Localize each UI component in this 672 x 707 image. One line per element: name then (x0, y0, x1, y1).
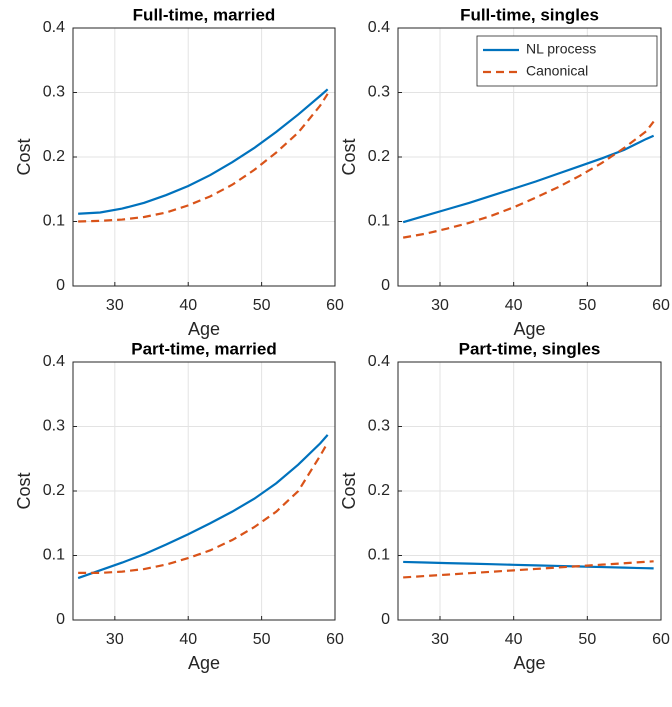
chart-title: Full-time, singles (460, 5, 599, 24)
series-line (403, 560, 654, 579)
x-tick-label: 60 (652, 631, 670, 648)
x-tick-label: 60 (326, 631, 344, 648)
y-tick-label: 0 (56, 277, 65, 294)
x-tick-label: 30 (431, 297, 449, 314)
y-tick-label: 0.3 (368, 84, 390, 101)
y-tick-label: 0.3 (368, 418, 390, 435)
chart-title: Part-time, married (131, 339, 277, 358)
x-tick-label: 50 (253, 297, 271, 314)
x-tick-label: 50 (253, 631, 271, 648)
series-line (78, 88, 329, 215)
y-tick-label: 0.2 (43, 148, 65, 165)
axes-frame (72, 27, 336, 287)
legend-box (476, 35, 658, 87)
series-line (402, 134, 655, 224)
x-tick-label: 30 (431, 631, 449, 648)
x-tick-label: 50 (578, 631, 596, 648)
y-axis-label: Cost (14, 138, 34, 175)
x-tick-label: 40 (505, 631, 523, 648)
y-tick-label: 0.3 (43, 84, 65, 101)
series-line (78, 93, 329, 223)
y-tick-label: 0.3 (43, 418, 65, 435)
axes-frame (72, 361, 336, 621)
legend-label: NL process (526, 41, 596, 57)
axes-frame (397, 27, 662, 287)
x-axis-label: Age (188, 653, 220, 673)
series-line (403, 560, 654, 570)
y-tick-label: 0.1 (368, 547, 390, 564)
chart-title: Full-time, married (133, 5, 276, 24)
x-axis-label: Age (513, 653, 545, 673)
x-axis-label: Age (188, 319, 220, 339)
x-tick-label: 40 (179, 297, 197, 314)
series-line (78, 442, 329, 575)
y-tick-label: 0 (381, 277, 390, 294)
series-line (77, 434, 329, 580)
y-axis-label: Cost (14, 472, 34, 509)
x-tick-label: 60 (652, 297, 670, 314)
x-tick-label: 30 (106, 631, 124, 648)
y-tick-label: 0.2 (368, 148, 390, 165)
y-tick-label: 0.2 (43, 482, 65, 499)
y-axis-label: Cost (339, 138, 359, 175)
y-tick-label: 0.4 (43, 19, 65, 36)
y-tick-label: 0.1 (43, 213, 65, 230)
series-line (402, 120, 655, 239)
legend-label: Canonical (526, 63, 588, 79)
y-tick-label: 0.4 (43, 353, 65, 370)
y-tick-label: 0.2 (368, 482, 390, 499)
x-axis-label: Age (513, 319, 545, 339)
x-tick-label: 40 (179, 631, 197, 648)
y-tick-label: 0.4 (368, 353, 390, 370)
axes-frame (397, 361, 662, 621)
x-tick-label: 40 (505, 297, 523, 314)
y-tick-label: 0.1 (368, 213, 390, 230)
y-axis-label: Cost (339, 472, 359, 509)
y-tick-label: 0.4 (368, 19, 390, 36)
y-tick-label: 0 (56, 611, 65, 628)
x-tick-label: 50 (578, 297, 596, 314)
y-tick-label: 0.1 (43, 547, 65, 564)
x-tick-label: 30 (106, 297, 124, 314)
chart-title: Part-time, singles (459, 339, 601, 358)
x-tick-label: 60 (326, 297, 344, 314)
y-tick-label: 0 (381, 611, 390, 628)
